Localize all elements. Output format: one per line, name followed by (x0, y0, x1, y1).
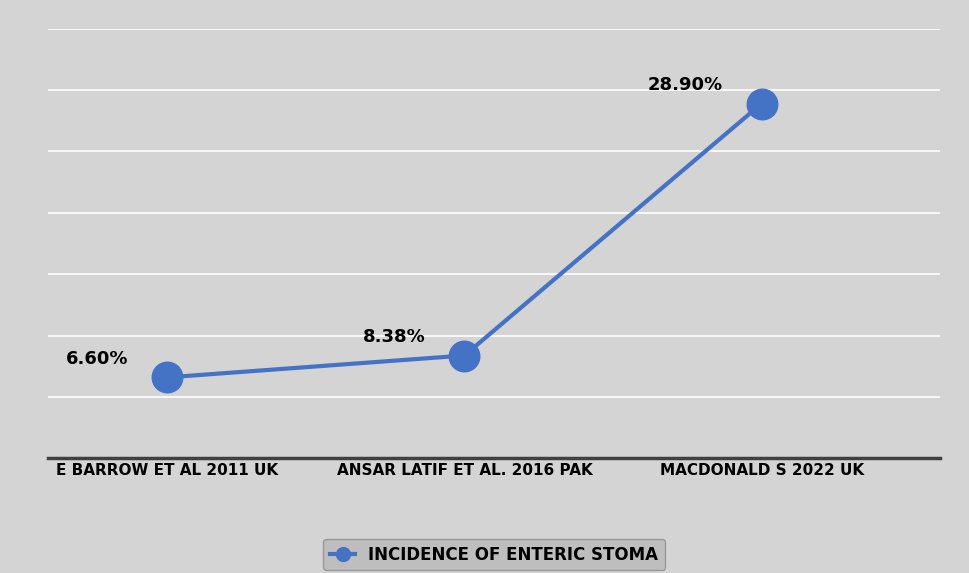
Legend: INCIDENCE OF ENTERIC STOMA: INCIDENCE OF ENTERIC STOMA (324, 539, 665, 570)
Text: 8.38%: 8.38% (363, 328, 425, 346)
Text: 6.60%: 6.60% (66, 350, 129, 367)
Text: 28.90%: 28.90% (648, 76, 723, 94)
